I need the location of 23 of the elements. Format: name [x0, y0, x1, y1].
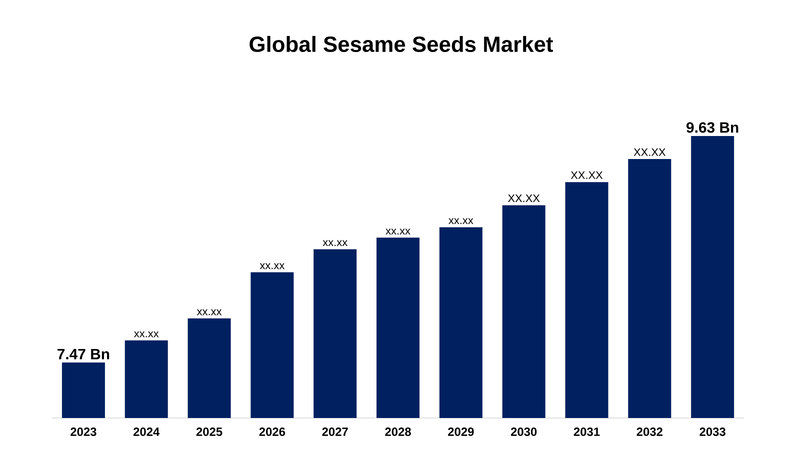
- data-label: xx.xx: [386, 228, 410, 234]
- x-tick-label: 2028: [385, 428, 411, 436]
- x-tick-label: 2030: [510, 428, 537, 436]
- x-tick-label: 2026: [259, 428, 286, 436]
- x-tick-label: 2024: [133, 428, 160, 436]
- data-label: xx.xx: [448, 218, 474, 224]
- data-label: XX.XX: [570, 171, 603, 179]
- data-label: xx.xx: [322, 240, 348, 246]
- data-label: xx.xx: [260, 263, 285, 270]
- x-tick-label: 2023: [70, 428, 96, 436]
- data-label: XX.XX: [508, 194, 540, 202]
- chart-title: Global Sesame Seeds Market: [250, 36, 553, 52]
- data-label: 9.63 Bn: [686, 122, 738, 133]
- data-label: xx.xx: [196, 309, 222, 316]
- x-tick-label: 2033: [700, 428, 726, 436]
- data-label: XX.XX: [634, 148, 666, 156]
- x-tick-label: 2029: [448, 428, 474, 436]
- x-tick-label: 2032: [636, 428, 662, 436]
- x-tick-label: 2027: [322, 428, 348, 436]
- data-label: xx.xx: [134, 331, 159, 338]
- data-label: 7.47 Bn: [58, 348, 110, 360]
- x-tick-label: 2031: [574, 428, 600, 436]
- x-tick-label: 2025: [196, 428, 222, 436]
